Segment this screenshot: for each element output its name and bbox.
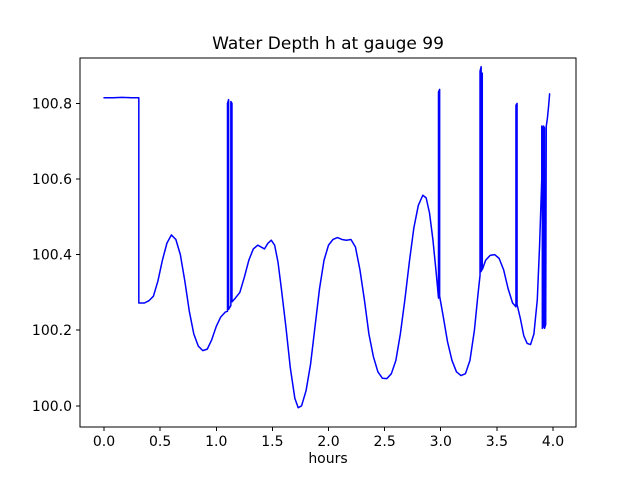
x-tick-label: 0.5 bbox=[149, 434, 171, 450]
chart-title: Water Depth h at gauge 99 bbox=[212, 34, 444, 54]
y-tick-label: 100.8 bbox=[32, 96, 72, 112]
x-tick-label: 3.0 bbox=[430, 434, 452, 450]
x-tick-label: 1.0 bbox=[205, 434, 227, 450]
x-tick-label: 3.5 bbox=[486, 434, 508, 450]
y-tick-label: 100.6 bbox=[32, 172, 72, 188]
x-tick-label: 2.5 bbox=[373, 434, 395, 450]
x-axis-label: hours bbox=[308, 451, 348, 467]
axes-frame bbox=[79, 57, 577, 428]
x-tick-label: 4.0 bbox=[542, 434, 564, 450]
x-tick-label: 2.0 bbox=[317, 434, 339, 450]
x-tick-label: 1.5 bbox=[261, 434, 283, 450]
y-tick-label: 100.0 bbox=[32, 399, 72, 415]
water-depth-line bbox=[103, 65, 551, 409]
y-tick-label: 100.2 bbox=[32, 323, 72, 339]
x-tick-label: 0.0 bbox=[93, 434, 115, 450]
y-tick-label: 100.4 bbox=[32, 248, 72, 264]
